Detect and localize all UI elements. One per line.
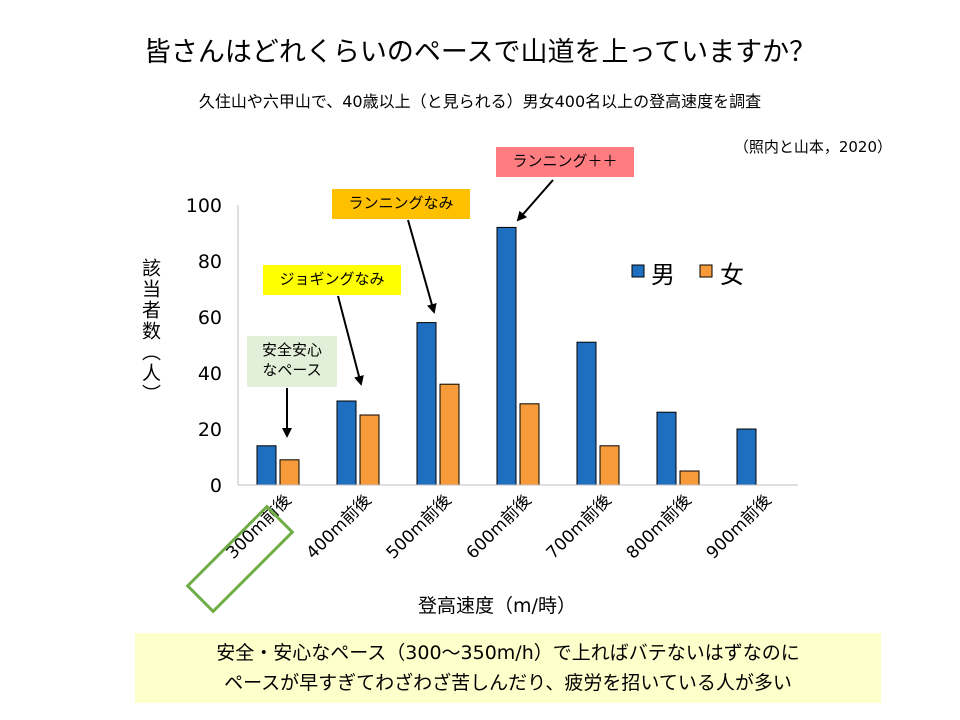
- callout-running-plus: ランニング＋＋: [496, 147, 634, 177]
- bar-male-1: [336, 400, 357, 486]
- arrow-running-plus: [516, 179, 554, 222]
- legend-label-male: 男: [651, 261, 675, 289]
- y-tick-label: 60: [198, 307, 222, 329]
- callout-running: ランニングなみ: [332, 189, 470, 219]
- arrow-jogging: [337, 295, 364, 386]
- bar-male-4: [576, 341, 597, 486]
- bar-male-3: [496, 226, 517, 486]
- footer-note: 安全・安心なペース（300〜350m/h）で上ればバテないはずなのに ペースが早…: [135, 633, 881, 703]
- y-tick-label: 100: [186, 195, 222, 217]
- y-axis-label: 該当者数（人）: [139, 258, 161, 405]
- x-axis-label: 登高速度（m/時）: [418, 595, 576, 617]
- annotation-arrows: [282, 179, 554, 438]
- legend: 男 女: [631, 261, 744, 289]
- bar-male-6: [736, 428, 757, 486]
- footer-line2: ペースが早すぎてわざわざ苦しんだり、疲労を招いている人が多い: [224, 672, 792, 694]
- x-tick-label: 300m前後: [223, 490, 296, 563]
- bar-female-1: [359, 414, 380, 486]
- bar-female-0: [279, 459, 300, 486]
- bar-male-0: [256, 445, 277, 486]
- bar-female-4: [599, 445, 620, 486]
- bars: [256, 226, 757, 486]
- y-tick-label: 40: [198, 363, 222, 385]
- y-tick-label: 80: [198, 251, 222, 273]
- page-title: 皆さんはどれくらいのペースで山道を上っていますか？: [143, 37, 817, 68]
- bar-female-3: [519, 403, 540, 486]
- arrow-running: [407, 219, 437, 314]
- x-tick-label: 700m前後: [543, 490, 616, 563]
- y-axis-ticks: 0 20 40 60 80 100: [186, 195, 222, 497]
- page-subtitle: 久住山や六甲山で、40歳以上（と見られる）男女400名以上の登高速度を調査: [198, 92, 762, 111]
- x-tick-label: 400m前後: [303, 490, 376, 563]
- x-tick-label: 800m前後: [623, 490, 696, 563]
- callout-safe-line1: 安全安心: [261, 341, 322, 359]
- legend-swatch-male: [631, 264, 645, 278]
- callout-safe-line2: なペース: [262, 361, 322, 379]
- x-axis-ticks: 300m前後 400m前後 500m前後 600m前後 700m前後 800m前後 900m…: [223, 490, 776, 563]
- callout-jogging: ジョギングなみ: [263, 265, 401, 295]
- y-tick-label: 0: [210, 475, 222, 497]
- bar-female-2: [439, 383, 460, 486]
- x-tick-label: 600m前後: [463, 490, 536, 563]
- footer-line1: 安全・安心なペース（300〜350m/h）で上ればバテないはずなのに: [216, 642, 800, 664]
- y-tick-label: 20: [198, 419, 222, 441]
- legend-label-female: 女: [720, 261, 744, 289]
- bar-male-5: [656, 411, 677, 486]
- legend-swatch-female: [699, 264, 713, 278]
- x-tick-label: 900m前後: [703, 490, 776, 563]
- bar-female-5: [679, 470, 700, 486]
- callout-safe-pace: 安全安心 なペース: [247, 336, 337, 387]
- bar-male-2: [416, 322, 437, 486]
- citation: （照内と山本，2020）: [733, 138, 892, 156]
- highlight-box-300m: [185, 504, 295, 614]
- x-tick-label: 500m前後: [383, 490, 456, 563]
